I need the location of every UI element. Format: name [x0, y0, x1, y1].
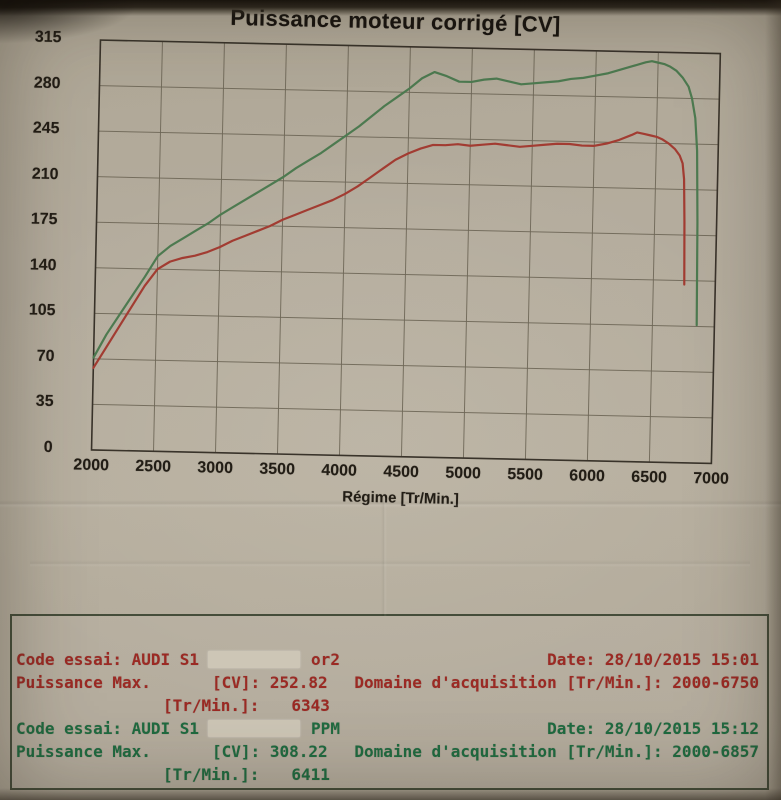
- x-tick-label: 4500: [383, 463, 420, 482]
- redacted-area: [208, 651, 301, 668]
- vehicle-name: AUDI S1: [131, 719, 200, 738]
- rpm-label: [Tr/Min.]:: [163, 765, 260, 784]
- test-record-1: Code essai: AUDI S1 or2 Date: 28/10/2015 …: [16, 648, 759, 717]
- cv-value: 252.82: [269, 673, 328, 692]
- x-tick-label: 6500: [631, 468, 668, 487]
- date-label: Date:: [547, 650, 596, 669]
- y-tick-label: 35: [35, 393, 54, 411]
- rpm-value: 6411: [291, 765, 330, 784]
- y-tick-label: 175: [30, 210, 58, 229]
- code-suffix: or2: [311, 650, 340, 669]
- domain-label: Domaine d'acquisition [Tr/Min.]:: [354, 673, 663, 692]
- record-rpm-line: [Tr/Min.]: 6343: [16, 694, 759, 717]
- code-label: Code essai:: [16, 719, 122, 738]
- dyno-chart: Puissance moteur corrigé [CV] 0 35 70 105 14…: [28, 5, 730, 508]
- x-tick-label: 7000: [693, 470, 730, 488]
- date-label: Date:: [547, 719, 596, 738]
- paper-crease: [30, 560, 750, 567]
- chart-plot: [90, 39, 722, 465]
- y-tick-label: 210: [31, 165, 59, 183]
- rpm-value: 6343: [291, 696, 330, 715]
- date-value: 28/10/2015 15:01: [604, 650, 759, 669]
- y-tick-label: 245: [32, 119, 60, 138]
- power-max-label: Puissance Max.: [16, 742, 151, 761]
- x-tick-label: 3000: [197, 459, 234, 478]
- record-code-line: Code essai: AUDI S1 PPM Date: 28/10/2015 …: [16, 717, 759, 740]
- x-tick-label: 5500: [507, 466, 544, 484]
- domain-label: Domaine d'acquisition [Tr/Min.]:: [354, 742, 663, 761]
- domain-value: 2000-6750: [672, 673, 759, 692]
- y-tick-label: 140: [29, 256, 57, 274]
- record-rpm-line: [Tr/Min.]: 6411: [16, 763, 759, 786]
- redacted-area: [208, 720, 301, 737]
- x-tick-label: 2000: [73, 456, 110, 475]
- code-suffix: PPM: [311, 719, 340, 738]
- test-record-2: Code essai: AUDI S1 PPM Date: 28/10/2015 …: [16, 717, 759, 786]
- code-label: Code essai:: [16, 650, 122, 669]
- cv-label: [CV]:: [212, 673, 261, 692]
- y-tick-label: 0: [43, 438, 53, 457]
- vehicle-name: AUDI S1: [131, 650, 200, 669]
- x-tick-label: 6000: [569, 467, 606, 486]
- cv-value: 308.22: [269, 742, 328, 761]
- results-box: Code essai: AUDI S1 or2 Date: 28/10/2015 …: [10, 614, 769, 790]
- power-max-label: Puissance Max.: [16, 673, 151, 692]
- x-tick-label: 5000: [445, 464, 482, 483]
- x-tick-label: 2500: [135, 457, 172, 476]
- record-power-line: Puissance Max. [CV]: 308.22 Domaine d'acq…: [16, 740, 759, 763]
- y-tick-label: 105: [28, 301, 56, 320]
- y-tick-label: 280: [33, 74, 61, 92]
- date-value: 28/10/2015 15:12: [604, 719, 759, 738]
- rpm-label: [Tr/Min.]:: [163, 696, 260, 715]
- cv-label: [CV]:: [212, 742, 261, 761]
- record-code-line: Code essai: AUDI S1 or2 Date: 28/10/2015 …: [16, 648, 759, 671]
- x-tick-label: 3500: [259, 460, 296, 479]
- x-tick-label: 4000: [321, 461, 358, 480]
- y-tick-label: 315: [34, 28, 62, 47]
- y-tick-label: 70: [36, 347, 55, 365]
- record-power-line: Puissance Max. [CV]: 252.82 Domaine d'acq…: [16, 671, 759, 694]
- domain-value: 2000-6857: [672, 742, 759, 761]
